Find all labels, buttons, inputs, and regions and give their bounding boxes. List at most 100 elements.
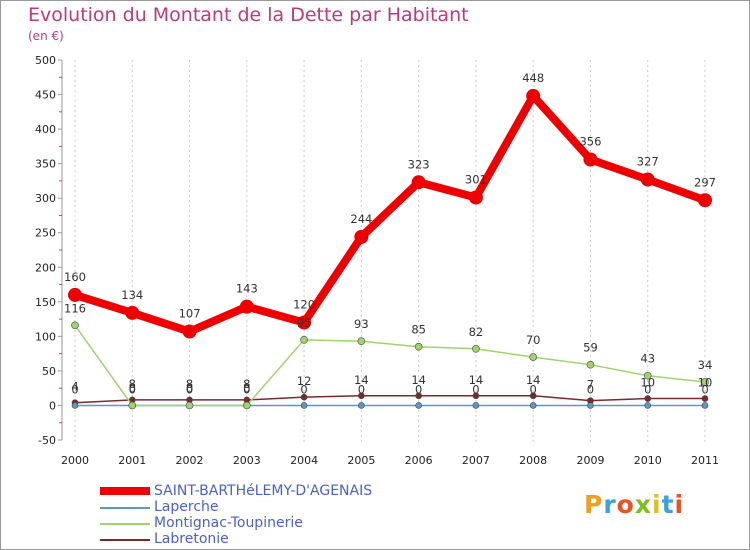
data-point [239, 299, 254, 314]
x-tick-label: 2005 [347, 454, 375, 467]
legend-label: SAINT-BARTHéLEMY-D'AGENAIS [154, 483, 373, 499]
legend-swatch [100, 539, 150, 541]
data-label: 301 [465, 172, 487, 186]
data-point [583, 152, 598, 167]
logo-letter: t [661, 490, 675, 519]
x-tick-label: 2008 [519, 454, 547, 467]
data-label: 134 [121, 288, 143, 302]
x-tick-label: 2011 [691, 454, 719, 467]
data-point [472, 344, 480, 353]
logo-letter: i [674, 490, 685, 519]
x-tick-label: 2004 [290, 454, 318, 467]
data-label: 85 [411, 323, 426, 337]
data-point [182, 324, 197, 339]
data-label: 120 [293, 298, 315, 312]
data-label: 14 [469, 373, 484, 387]
y-tick-label: 450 [35, 89, 56, 102]
data-label: 82 [469, 325, 484, 339]
data-point [472, 392, 480, 400]
series-line [71, 91, 709, 336]
data-label: 12 [297, 374, 312, 388]
y-tick-label: 300 [35, 192, 56, 205]
data-point [128, 401, 137, 410]
data-label: 143 [236, 282, 258, 296]
data-point [644, 402, 652, 409]
data-label: 70 [526, 333, 541, 347]
y-tick-label: 100 [35, 330, 56, 343]
data-point [414, 342, 423, 351]
series-line [74, 324, 706, 407]
data-label: 0 [71, 382, 78, 396]
data-label: 14 [526, 373, 541, 387]
x-tick-label: 2007 [462, 454, 490, 467]
data-label: 0 [358, 382, 365, 396]
data-label: 34 [698, 358, 713, 372]
data-label: 0 [129, 381, 136, 395]
data-point [71, 402, 79, 409]
data-point [71, 321, 79, 330]
data-label: 8 [129, 377, 136, 391]
y-tick-label: 200 [35, 261, 56, 274]
data-label: 448 [522, 71, 544, 85]
data-label: 244 [350, 212, 372, 226]
logo-letter: i [652, 490, 662, 519]
data-label: 10 [698, 376, 713, 390]
data-point [300, 393, 308, 401]
y-tick-label: 400 [35, 123, 56, 136]
legend-swatch [100, 507, 150, 509]
data-point [415, 402, 422, 409]
series-line [74, 395, 706, 404]
y-tick-label: 250 [35, 227, 56, 240]
data-point [125, 305, 140, 320]
data-point [468, 190, 483, 205]
data-point [297, 315, 312, 330]
x-tick-label: 2002 [176, 454, 204, 467]
legend-swatch [100, 487, 150, 495]
data-point [701, 378, 709, 386]
legend-label: Montignac-Toupinerie [154, 515, 303, 531]
data-label: 0 [701, 382, 708, 396]
data-label: 0 [186, 381, 193, 395]
data-point [357, 337, 366, 346]
data-point [300, 402, 308, 409]
data-point [472, 402, 480, 409]
data-label: 0 [129, 382, 136, 396]
legend-label: Labretonie [154, 531, 229, 547]
logo-letter: r [603, 490, 617, 519]
data-label: 8 [243, 377, 250, 391]
unit-label: (en €) [28, 29, 64, 43]
data-label: 10 [640, 376, 655, 390]
data-point [415, 392, 422, 400]
data-point [640, 172, 655, 187]
data-point [300, 336, 308, 344]
data-label: 116 [64, 301, 86, 315]
data-label: 0 [587, 382, 594, 396]
data-point [243, 401, 251, 410]
data-point [698, 193, 712, 208]
data-label: 323 [408, 157, 430, 171]
data-label: 0 [243, 381, 250, 395]
proxiti-logo: Proxiti [584, 490, 684, 519]
data-label: 297 [694, 175, 716, 189]
data-label: 356 [579, 134, 601, 148]
data-point [701, 402, 709, 409]
data-point [643, 371, 652, 380]
logo-letter: o [616, 490, 635, 519]
y-tick-label: -50 [38, 434, 56, 447]
data-point [586, 360, 595, 369]
x-tick-label: 2001 [118, 454, 146, 467]
data-label: 0 [415, 382, 422, 396]
data-label: 0 [243, 382, 250, 396]
data-label: 59 [583, 341, 598, 355]
x-tick-label: 2006 [405, 454, 433, 467]
data-label: 0 [472, 382, 479, 396]
data-point [68, 287, 82, 302]
data-label: 7 [587, 378, 594, 392]
data-label: 0 [530, 382, 537, 396]
data-label: 107 [179, 307, 201, 321]
data-point [411, 175, 426, 190]
data-label: 8 [186, 377, 193, 391]
y-tick-label: 0 [49, 399, 56, 412]
